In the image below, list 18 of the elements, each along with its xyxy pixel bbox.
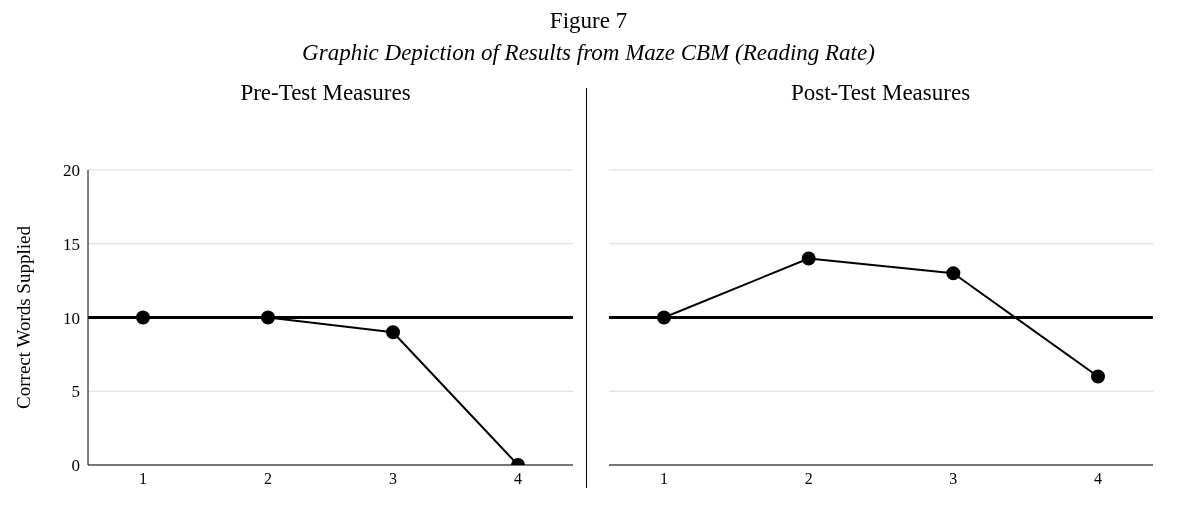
chart-title: Post-Test Measures — [789, 80, 972, 106]
x-tick-label: 2 — [264, 470, 272, 488]
x-tick-label: 1 — [660, 470, 668, 488]
y-axis-title: Correct Words Supplied — [12, 225, 34, 409]
y-tick-label: 10 — [63, 308, 80, 328]
x-tick-label: 2 — [804, 470, 813, 488]
text: Graphic Depiction of Results from Maze CBM (Reading Rate) — [301, 40, 876, 66]
y-tick-label: 20 — [63, 161, 80, 181]
x-tick-label: 1 — [139, 470, 147, 488]
y-tick-label: 15 — [63, 234, 80, 254]
x-tick-label: 3 — [949, 470, 958, 488]
chart-title: Pre-Test Measures — [239, 80, 412, 106]
x-tick-label: 4 — [1094, 470, 1102, 488]
y-tick-label: 5 — [71, 382, 80, 402]
x-tick-label: 4 — [514, 470, 522, 488]
x-tick-label: 3 — [389, 470, 397, 488]
caption: Figure 7 — [548, 8, 629, 34]
y-tick-label: 0 — [71, 456, 80, 476]
